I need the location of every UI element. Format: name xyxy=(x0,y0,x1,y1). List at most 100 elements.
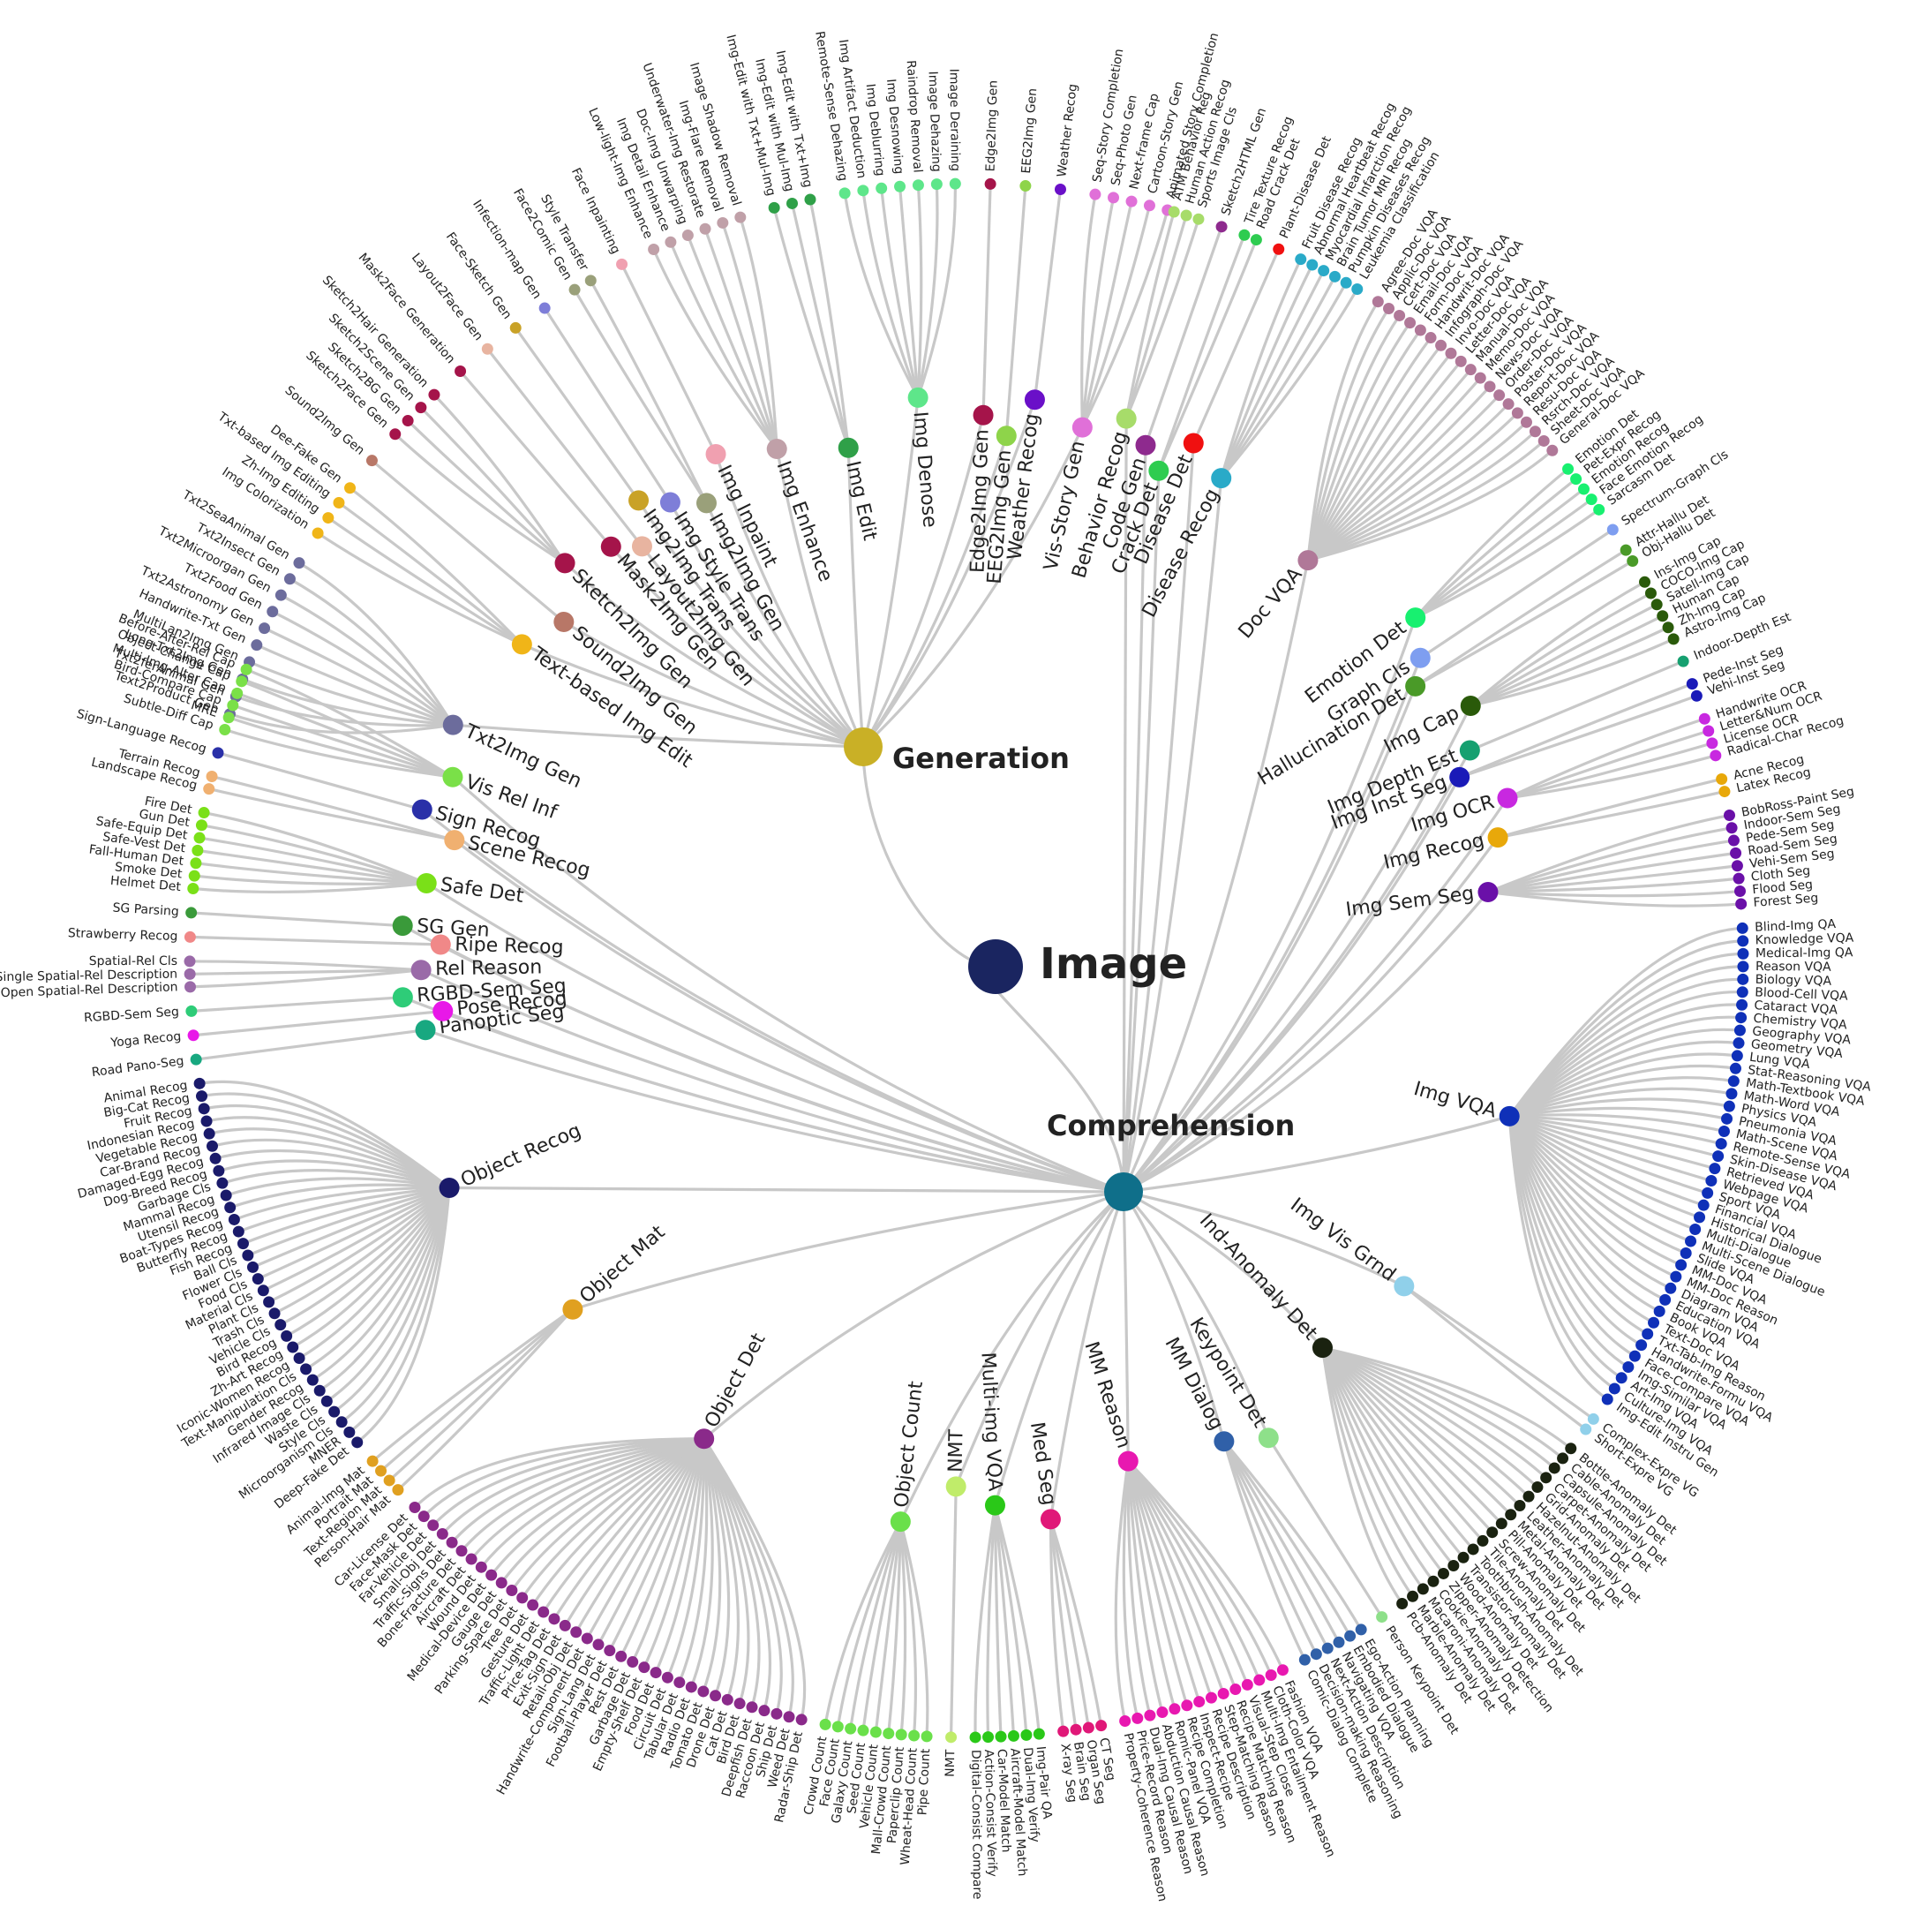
leaf-label: Image Deraining xyxy=(946,69,962,172)
branch-nodes: Generation Comprehension xyxy=(844,727,1295,1211)
branch-link xyxy=(1122,478,1223,1193)
leaf-node xyxy=(1587,1412,1599,1425)
category-link xyxy=(203,1104,450,1189)
category-link xyxy=(1487,839,1734,894)
leaf-node xyxy=(1070,1723,1082,1736)
category-link xyxy=(1508,1115,1696,1231)
branch-link xyxy=(1123,797,1509,1194)
leaf-label: Forest Seg xyxy=(1753,892,1819,910)
leaf-node xyxy=(1731,860,1743,872)
category-link xyxy=(1402,1284,1595,1420)
category-link xyxy=(1487,826,1733,894)
category-link xyxy=(1508,1115,1704,1207)
branch-node xyxy=(1104,1172,1143,1211)
category-link xyxy=(1080,193,1097,428)
leaf-node xyxy=(344,482,357,494)
category-node xyxy=(439,1177,460,1198)
category-node xyxy=(1405,607,1426,629)
leaf-node xyxy=(1608,1382,1620,1395)
category-link xyxy=(916,184,939,398)
category-node xyxy=(1477,881,1499,902)
branch-link xyxy=(420,968,1124,1194)
leaf-node xyxy=(224,1202,237,1214)
category-link xyxy=(1508,1064,1736,1118)
leaf-node xyxy=(650,1667,662,1679)
leaf-node xyxy=(1650,599,1663,611)
category-link xyxy=(1508,1114,1716,1171)
branch-link xyxy=(703,1190,1124,1440)
category-link xyxy=(1508,1114,1712,1183)
category-link xyxy=(189,960,422,972)
category-link xyxy=(1306,394,1500,561)
category-link xyxy=(199,1080,451,1189)
category-link xyxy=(597,1438,706,1646)
leaf-node xyxy=(219,724,231,736)
branch-link xyxy=(1123,1190,1324,1349)
category-link xyxy=(1126,1460,1189,1706)
category-link xyxy=(1321,1346,1503,1525)
leaf-node xyxy=(203,1127,215,1140)
leaf-node xyxy=(455,1545,468,1557)
category-link xyxy=(575,1437,705,1633)
category-link xyxy=(203,810,427,885)
category-link xyxy=(1126,1460,1225,1694)
branch-link xyxy=(1122,471,1161,1193)
branch-link xyxy=(1122,1191,1130,1462)
leaf-node xyxy=(293,1352,305,1364)
category-link xyxy=(407,419,567,565)
leaf-node xyxy=(1622,1361,1635,1374)
category-link xyxy=(703,1437,807,1721)
category-link xyxy=(218,1159,450,1189)
category-link xyxy=(1414,468,1569,619)
leaf-node xyxy=(231,687,244,699)
category-label: Img Vis Grnd xyxy=(1286,1194,1400,1286)
leaf-node xyxy=(1570,473,1582,486)
category-link xyxy=(916,184,957,398)
leaf-node xyxy=(1474,372,1486,384)
category-link xyxy=(191,996,403,1013)
branch-link xyxy=(669,501,865,749)
category-link xyxy=(211,774,455,842)
leaf-node xyxy=(1710,750,1722,762)
branch-link xyxy=(1122,560,1310,1193)
leaf-node xyxy=(1265,1669,1277,1681)
category-node xyxy=(1312,1337,1333,1359)
leaf-node xyxy=(193,832,206,844)
branch-link xyxy=(453,723,864,749)
leaf-node xyxy=(1709,1163,1721,1175)
leaf-node xyxy=(1703,725,1715,737)
leaf-node xyxy=(733,1698,746,1710)
category-link xyxy=(1222,1440,1363,1631)
leaf-node xyxy=(819,1718,831,1730)
category-link xyxy=(1321,1346,1475,1550)
category-node xyxy=(1211,468,1232,489)
leaf-node xyxy=(1404,317,1417,329)
leaf-node xyxy=(1020,1729,1033,1741)
leaf-node xyxy=(1727,834,1740,847)
category-link xyxy=(1306,329,1422,561)
category-label: NMT xyxy=(945,1428,968,1473)
branch-label: Generation xyxy=(892,742,1070,775)
leaf-node xyxy=(1540,1472,1552,1484)
category-link xyxy=(654,1438,706,1674)
category-link xyxy=(1220,288,1359,479)
leaf-node xyxy=(187,883,199,895)
category-link xyxy=(1415,508,1600,620)
leaf-node xyxy=(570,1626,583,1638)
leaf-node xyxy=(1723,810,1735,822)
category-link xyxy=(1487,877,1740,894)
branch-link xyxy=(1122,442,1195,1193)
leaf-node xyxy=(804,193,816,206)
category-link xyxy=(521,1437,705,1599)
branch-link xyxy=(1122,685,1417,1194)
category-link xyxy=(225,1177,450,1197)
category-link xyxy=(1508,1115,1701,1219)
leaf-node xyxy=(1712,1150,1725,1163)
leaf-node xyxy=(1376,1611,1388,1623)
category-link xyxy=(1126,1460,1176,1710)
category-node xyxy=(554,553,575,574)
leaf-node xyxy=(592,1638,605,1651)
category-link xyxy=(257,1186,450,1281)
category-link xyxy=(1220,269,1326,479)
